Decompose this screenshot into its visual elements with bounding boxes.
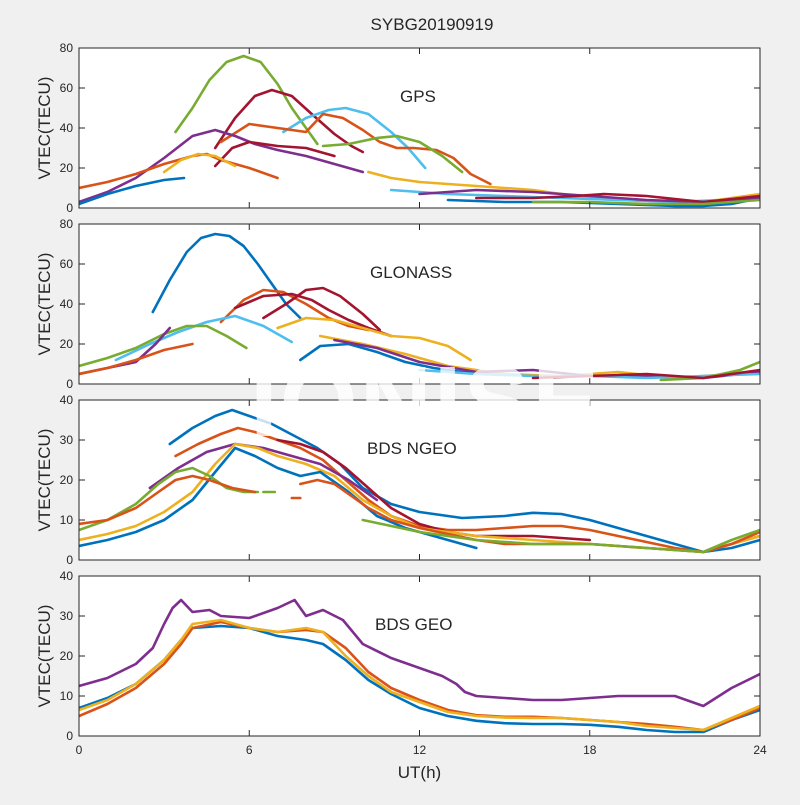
series-line-2 [233, 292, 393, 338]
series-line-6 [79, 466, 260, 532]
series-line-4 [276, 316, 472, 362]
series-line-7 [79, 474, 257, 526]
y-tick-label: 20 [60, 161, 74, 175]
series-line-3 [262, 286, 382, 332]
panel-3: 0 10 20 30 40 0 6 12 18 24 VTEC(TECU) BDS GEO UT(h) [35, 569, 767, 782]
y-tick-label: 40 [60, 297, 74, 311]
y-tick-label: 20 [60, 473, 74, 487]
y-axis-label: VTEC(TECU) [35, 605, 54, 708]
y-tick-label: 0 [66, 553, 73, 567]
y-tick-label: 20 [60, 649, 74, 663]
x-tick-label: 18 [583, 743, 597, 757]
panel-label: BDS GEO [375, 615, 452, 634]
series-line-8 [299, 342, 492, 376]
series-line-4 [79, 442, 760, 554]
panel-label: GLONASS [370, 263, 452, 282]
y-axis-label: VTEC(TECU) [35, 253, 54, 356]
y-tick-label: 20 [60, 337, 74, 351]
series-group [79, 408, 760, 554]
x-tick-label: 0 [76, 743, 83, 757]
series-line-2 [282, 106, 427, 170]
y-axis-label: VTEC(TECU) [35, 77, 54, 180]
series-line-8 [213, 140, 336, 168]
plot-area [79, 224, 760, 384]
panel-1: 0 20 40 60 80 VTEC(TECU) GLONASS [35, 217, 761, 391]
series-line-14 [475, 192, 760, 204]
panel-label: GPS [400, 87, 436, 106]
x-tick-label: 12 [413, 743, 427, 757]
panel-0: 0 20 40 60 80 VTEC(TECU) GPS [35, 41, 761, 215]
y-tick-label: 30 [60, 609, 74, 623]
series-line-9 [79, 342, 194, 376]
figure-title: SYBG20190919 [371, 15, 494, 34]
x-axis-label: UT(h) [398, 763, 441, 782]
y-tick-label: 80 [60, 41, 74, 55]
series-line-10 [162, 152, 237, 174]
x-tick-label: 6 [246, 743, 253, 757]
series-line-2 [148, 442, 379, 502]
series-line-5 [321, 134, 464, 174]
series-line-11 [361, 518, 760, 554]
panel-label: BDS NGEO [367, 439, 457, 458]
y-tick-label: 10 [60, 513, 74, 527]
series-line-0 [168, 408, 760, 554]
series-line-3 [276, 438, 592, 542]
series-line-2 [79, 618, 760, 732]
y-axis-label: VTEC(TECU) [35, 429, 54, 532]
plot-area [79, 48, 760, 208]
series-line-3 [79, 598, 760, 708]
y-tick-label: 80 [60, 217, 74, 231]
series-line-14 [531, 368, 760, 380]
series-group [79, 54, 760, 208]
series-line-9 [79, 176, 186, 206]
series-line-0 [174, 54, 319, 146]
series-line-1 [79, 620, 760, 732]
series-group [79, 232, 760, 382]
series-line-3 [219, 112, 492, 186]
y-tick-label: 60 [60, 257, 74, 271]
series-group [79, 598, 760, 734]
y-tick-label: 0 [66, 729, 73, 743]
y-tick-label: 0 [66, 201, 73, 215]
panel-2: 0 10 20 30 40 VTEC(TECU) BDS NGEO [35, 393, 761, 567]
y-tick-label: 40 [60, 569, 74, 583]
series-line-4 [79, 128, 365, 204]
series-line-6 [79, 324, 248, 368]
series-line-13 [659, 360, 760, 382]
y-tick-label: 40 [60, 121, 74, 135]
series-line-5 [114, 314, 294, 362]
y-tick-label: 60 [60, 81, 74, 95]
x-tick-label: 24 [753, 743, 767, 757]
y-tick-label: 30 [60, 433, 74, 447]
y-tick-label: 40 [60, 393, 74, 407]
series-line-15 [531, 198, 760, 206]
series-line-1 [213, 88, 365, 154]
y-tick-label: 10 [60, 689, 74, 703]
y-tick-label: 0 [66, 377, 73, 391]
